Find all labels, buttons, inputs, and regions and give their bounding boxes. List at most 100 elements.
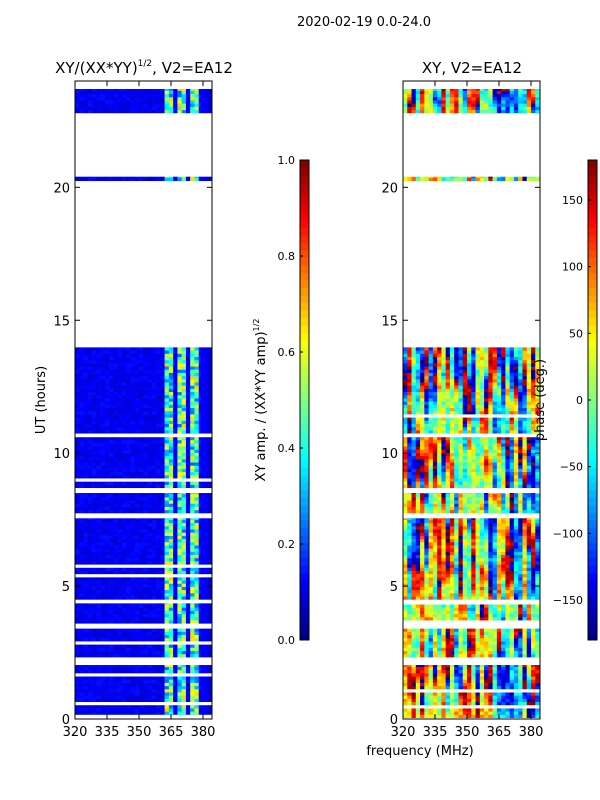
heatmap-cell — [126, 541, 131, 546]
heatmap-cell — [121, 673, 127, 677]
heatmap-cell — [104, 391, 110, 396]
heatmap-cell — [121, 644, 127, 648]
heatmap-cell — [407, 631, 412, 636]
heatmap-cell — [173, 401, 178, 405]
heatmap-cell — [194, 369, 200, 373]
heatmap-cell — [428, 685, 434, 690]
heatmap-cell — [139, 430, 144, 434]
heatmap-cell — [526, 653, 532, 658]
heatmap-cell — [501, 647, 506, 651]
heatmap-cell — [526, 628, 532, 632]
heatmap-cell — [488, 701, 493, 706]
heatmap-cell — [121, 493, 127, 498]
heatmap-cell — [104, 616, 110, 621]
heatmap-cell — [134, 350, 140, 354]
heatmap-cell — [496, 711, 502, 715]
heatmap-cell — [198, 541, 204, 546]
heatmap-cell — [173, 522, 178, 527]
heatmap-cell — [492, 708, 498, 712]
heatmap-cell — [181, 647, 187, 651]
heatmap-cell — [164, 637, 170, 642]
heatmap-cell — [173, 484, 178, 489]
heatmap-cell — [139, 704, 144, 709]
heatmap-cell — [92, 593, 97, 597]
heatmap-cell — [121, 437, 127, 441]
heatmap-cell — [185, 653, 191, 658]
heatmap-cell — [113, 701, 118, 706]
heatmap-cell — [130, 471, 136, 476]
heatmap-cell — [75, 653, 80, 658]
heatmap-cell — [134, 650, 140, 655]
heatmap-cell — [79, 484, 84, 489]
heatmap-cell — [100, 644, 106, 648]
heatmap-cell — [424, 653, 429, 658]
heatmap-cell — [126, 474, 131, 479]
heatmap-cell — [75, 647, 80, 651]
heatmap-cell — [198, 385, 204, 389]
heatmap-cell — [198, 506, 204, 511]
heatmap-cell — [130, 372, 136, 377]
heatmap-cell — [432, 708, 438, 712]
heatmap-cell — [194, 634, 200, 639]
heatmap-cell — [164, 665, 170, 667]
heatmap-cell — [471, 653, 476, 658]
heatmap-cell — [194, 356, 200, 361]
heatmap-cell — [462, 647, 468, 651]
heatmap-cell — [87, 644, 93, 648]
heatmap-cell — [449, 650, 455, 655]
heatmap-cell — [143, 369, 148, 373]
heatmap-cell — [143, 363, 148, 367]
heatmap-cell — [513, 634, 519, 639]
heatmap-cell — [143, 100, 148, 104]
heatmap-cell — [121, 532, 127, 536]
heatmap-cell — [518, 711, 523, 715]
heatmap-cell — [100, 347, 106, 351]
heatmap-cell — [87, 685, 93, 690]
heatmap-cell — [92, 704, 97, 709]
heatmap-cell — [432, 665, 438, 667]
heatmap-cell — [437, 607, 442, 611]
heatmap-cell — [190, 647, 195, 651]
heatmap-cell — [194, 616, 200, 621]
heatmap-cell — [87, 468, 93, 473]
heatmap-cell — [207, 631, 212, 636]
heatmap-cell — [181, 443, 187, 447]
heatmap-cell — [437, 673, 442, 677]
heatmap-cell — [407, 714, 412, 718]
heatmap-cell — [156, 529, 161, 533]
heatmap-cell — [496, 634, 502, 639]
heatmap-cell — [403, 616, 408, 621]
heatmap-cell — [126, 607, 131, 611]
heatmap-cell — [104, 577, 110, 581]
heatmap-cell — [531, 647, 536, 651]
heatmap-cell — [79, 535, 84, 540]
heatmap-cell — [79, 541, 84, 546]
heatmap-cell — [441, 593, 446, 597]
heatmap-cell — [177, 474, 182, 479]
heatmap-cell — [104, 532, 110, 536]
heatmap-cell — [194, 682, 200, 687]
heatmap-cell — [117, 423, 123, 428]
heatmap-cell — [194, 363, 200, 367]
heatmap-cell — [203, 372, 208, 377]
heatmap-cell — [198, 353, 204, 357]
heatmap-cell — [100, 103, 106, 107]
heatmap-cell — [185, 503, 191, 507]
heatmap-cell — [509, 665, 515, 667]
heatmap-cell — [190, 541, 195, 546]
heatmap-cell — [100, 586, 106, 591]
heatmap-cell — [203, 620, 208, 624]
heatmap-cell — [467, 647, 472, 651]
heatmap-cell — [79, 366, 84, 370]
heatmap-cell — [75, 506, 80, 511]
heatmap-cell — [113, 455, 118, 460]
heatmap-cell — [454, 669, 459, 674]
heatmap-cell — [121, 493, 127, 495]
heatmap-cell — [117, 522, 123, 527]
heatmap-cell — [151, 439, 157, 444]
heatmap-cell — [100, 90, 106, 95]
heatmap-cell — [79, 398, 84, 402]
heatmap-cell — [185, 607, 191, 611]
heatmap-cell — [415, 603, 421, 605]
heatmap-cell — [484, 650, 489, 655]
